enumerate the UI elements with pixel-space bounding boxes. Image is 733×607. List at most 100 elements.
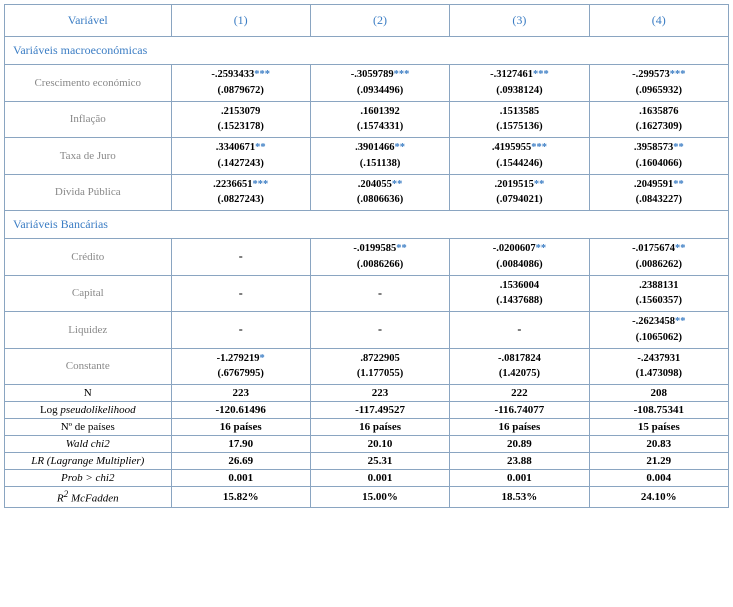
- data-cell: -: [171, 312, 310, 349]
- data-cell: .3901466**(.151138): [310, 138, 449, 175]
- stat-label: LR (Lagrange Multiplier): [5, 453, 172, 470]
- variable-row: Constante-1.279219*(.6767995).8722905(1.…: [5, 348, 729, 385]
- stat-row: Log pseudolikelihood-120.61496-117.49527…: [5, 402, 729, 419]
- stat-label: Nº de países: [5, 419, 172, 436]
- stat-value: 0.004: [589, 470, 728, 487]
- data-cell: .2236651***(.0827243): [171, 174, 310, 211]
- data-cell: -.0175674**(.0086262): [589, 239, 728, 276]
- variable-label: Crescimento económico: [5, 65, 172, 102]
- data-cell: -.299573***(.0965932): [589, 65, 728, 102]
- stat-row: Nº de países16 países16 países16 países1…: [5, 419, 729, 436]
- data-cell: -.0200607**(.0084086): [450, 239, 589, 276]
- header-col-1: (1): [171, 5, 310, 37]
- variable-row: Crédito--.0199585**(.0086266)-.0200607**…: [5, 239, 729, 276]
- variable-row: Crescimento económico-.2593433***(.08796…: [5, 65, 729, 102]
- stat-row: Wald chi217.9020.1020.8920.83: [5, 436, 729, 453]
- stat-value: 20.10: [310, 436, 449, 453]
- header-variable: Variável: [5, 5, 172, 37]
- data-cell: .204055**(.0806636): [310, 174, 449, 211]
- stat-value: 16 países: [310, 419, 449, 436]
- header-col-2: (2): [310, 5, 449, 37]
- stat-value: 25.31: [310, 453, 449, 470]
- stat-value: 20.89: [450, 436, 589, 453]
- variable-row: Liquidez----.2623458**(.1065062): [5, 312, 729, 349]
- data-cell: .2388131(.1560357): [589, 275, 728, 312]
- data-cell: -: [171, 275, 310, 312]
- stat-label: Prob > chi2: [5, 470, 172, 487]
- variable-label: Liquidez: [5, 312, 172, 349]
- variable-label: Crédito: [5, 239, 172, 276]
- stat-value: 0.001: [171, 470, 310, 487]
- stat-value: -108.75341: [589, 402, 728, 419]
- data-cell: .1635876(.1627309): [589, 101, 728, 138]
- data-cell: .3958573**(.1604066): [589, 138, 728, 175]
- variable-label: Inflação: [5, 101, 172, 138]
- variable-row: Taxa de Juro.3340671**(.1427243).3901466…: [5, 138, 729, 175]
- stat-label: N: [5, 385, 172, 402]
- data-cell: .2019515**(.0794021): [450, 174, 589, 211]
- data-cell: -.2623458**(.1065062): [589, 312, 728, 349]
- stat-row: R2 McFadden15.82%15.00%18.53%24.10%: [5, 487, 729, 508]
- variable-label: Capital: [5, 275, 172, 312]
- data-cell: -: [310, 312, 449, 349]
- stat-value: 16 países: [450, 419, 589, 436]
- data-cell: .4195955***(.1544246): [450, 138, 589, 175]
- data-cell: -: [310, 275, 449, 312]
- stat-value: 223: [310, 385, 449, 402]
- stat-value: 18.53%: [450, 487, 589, 508]
- stat-row: LR (Lagrange Multiplier)26.6925.3123.882…: [5, 453, 729, 470]
- section-title: Variáveis Bancárias: [5, 211, 729, 239]
- stat-value: 0.001: [450, 470, 589, 487]
- stat-value: 15.82%: [171, 487, 310, 508]
- data-cell: -.3059789***(.0934496): [310, 65, 449, 102]
- data-cell: -.2593433***(.0879672): [171, 65, 310, 102]
- stat-value: 17.90: [171, 436, 310, 453]
- stat-value: 0.001: [310, 470, 449, 487]
- stat-label: Log pseudolikelihood: [5, 402, 172, 419]
- data-cell: .1536004(.1437688): [450, 275, 589, 312]
- stat-row: Prob > chi20.0010.0010.0010.004: [5, 470, 729, 487]
- stat-value: 26.69: [171, 453, 310, 470]
- stat-value: 24.10%: [589, 487, 728, 508]
- stat-label: Wald chi2: [5, 436, 172, 453]
- data-cell: .3340671**(.1427243): [171, 138, 310, 175]
- stat-value: 208: [589, 385, 728, 402]
- stat-value: -117.49527: [310, 402, 449, 419]
- stat-value: 23.88: [450, 453, 589, 470]
- variable-row: Capital--.1536004(.1437688).2388131(.156…: [5, 275, 729, 312]
- header-row: Variável (1) (2) (3) (4): [5, 5, 729, 37]
- stat-value: 16 países: [171, 419, 310, 436]
- header-col-3: (3): [450, 5, 589, 37]
- data-cell: -1.279219*(.6767995): [171, 348, 310, 385]
- stat-row: N223223222208: [5, 385, 729, 402]
- stat-value: -116.74077: [450, 402, 589, 419]
- stat-label: R2 McFadden: [5, 487, 172, 508]
- regression-table: Variável (1) (2) (3) (4) Variáveis macro…: [4, 4, 729, 508]
- variable-row: Inflação.2153079(.1523178).1601392(.1574…: [5, 101, 729, 138]
- stat-value: 21.29: [589, 453, 728, 470]
- stat-value: 223: [171, 385, 310, 402]
- data-cell: .8722905(1.177055): [310, 348, 449, 385]
- data-cell: .1513585(.1575136): [450, 101, 589, 138]
- section-title: Variáveis macroeconómicas: [5, 37, 729, 65]
- data-cell: -.3127461***(.0938124): [450, 65, 589, 102]
- data-cell: -.0817824(1.42075): [450, 348, 589, 385]
- data-cell: -.0199585**(.0086266): [310, 239, 449, 276]
- section-row: Variáveis Bancárias: [5, 211, 729, 239]
- data-cell: -.2437931(1.473098): [589, 348, 728, 385]
- data-cell: .2049591**(.0843227): [589, 174, 728, 211]
- variable-row: Dívida Pública.2236651***(.0827243).2040…: [5, 174, 729, 211]
- data-cell: -: [171, 239, 310, 276]
- section-row: Variáveis macroeconómicas: [5, 37, 729, 65]
- data-cell: -: [450, 312, 589, 349]
- stat-value: 15 países: [589, 419, 728, 436]
- data-cell: .1601392(.1574331): [310, 101, 449, 138]
- variable-label: Taxa de Juro: [5, 138, 172, 175]
- variable-label: Constante: [5, 348, 172, 385]
- stat-value: 20.83: [589, 436, 728, 453]
- stat-value: 222: [450, 385, 589, 402]
- variable-label: Dívida Pública: [5, 174, 172, 211]
- stat-value: -120.61496: [171, 402, 310, 419]
- stat-value: 15.00%: [310, 487, 449, 508]
- data-cell: .2153079(.1523178): [171, 101, 310, 138]
